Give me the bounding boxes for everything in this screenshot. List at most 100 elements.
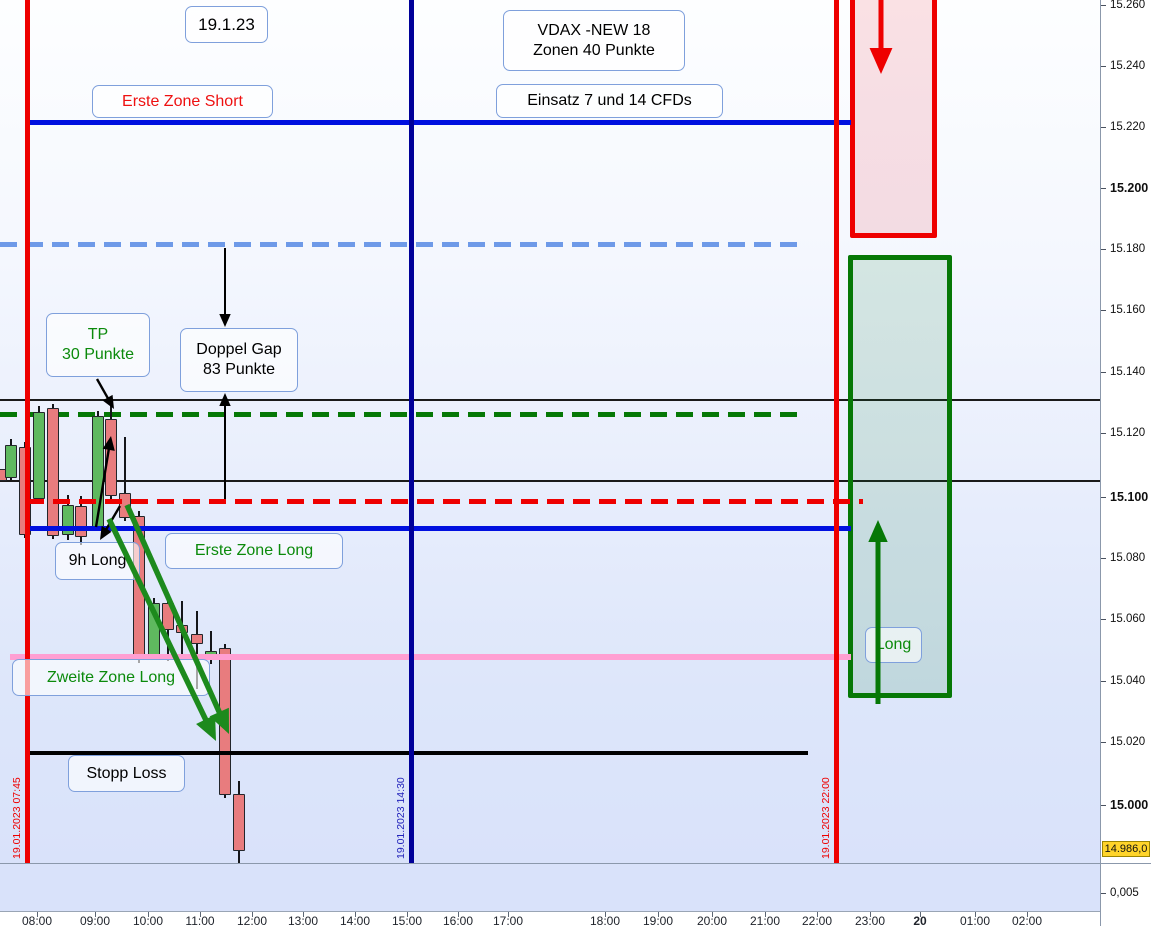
time-tick — [303, 911, 305, 917]
price-axis-label: 15.200 — [1110, 181, 1149, 195]
time-axis-label: 20 — [913, 914, 927, 926]
time-axis-label: 12:00 — [236, 914, 268, 926]
price-tick — [1101, 248, 1106, 250]
gap-lower-green-dashed-line — [0, 411, 806, 417]
time-axis-label: 21:00 — [749, 914, 781, 926]
price-axis-label: 15.120 — [1110, 427, 1146, 439]
time-tick — [975, 911, 977, 917]
long-label[interactable]: Long — [865, 627, 922, 663]
stopp-loss-line[interactable] — [28, 750, 808, 756]
price-tick — [1101, 496, 1106, 498]
price-axis-label: 15.100 — [1110, 490, 1149, 504]
session-line-open-date: 19.01.2023 07:45 — [11, 777, 23, 859]
time-tick — [95, 911, 97, 917]
time-tick — [200, 911, 202, 917]
short-zone-rect[interactable] — [850, 0, 937, 238]
price-tick — [1101, 309, 1106, 311]
price-chart-plot: 19.01.2023 07:45 19.01.2023 14:30 19.01.20… — [0, 0, 1100, 864]
candle-bearish — [233, 794, 245, 851]
red-dashed-entry-line[interactable] — [27, 498, 863, 504]
candle-bearish — [191, 634, 203, 644]
candle-bearish — [105, 419, 117, 496]
candle-wick — [124, 437, 126, 521]
current-price-tag: 14.986,0 — [1102, 841, 1150, 857]
price-axis-label: 15.220 — [1110, 121, 1146, 133]
time-tick — [712, 911, 714, 917]
time-tick — [148, 911, 150, 917]
candle-bullish — [92, 416, 104, 528]
time-tick — [508, 911, 510, 917]
candle-bearish — [75, 506, 87, 537]
date-label[interactable]: 19.1.23 — [185, 6, 268, 43]
candle-bearish — [119, 493, 131, 518]
price-axis-label: 15.080 — [1110, 552, 1146, 564]
price-axis-label: 15.000 — [1110, 798, 1149, 812]
time-axis-label: 01:00 — [959, 914, 991, 926]
erste-zone-long-line[interactable] — [27, 525, 851, 531]
price-axis-label: 15.060 — [1110, 613, 1146, 625]
ref-line-upper — [0, 399, 1100, 401]
erste-zone-short-line[interactable] — [27, 119, 851, 125]
session-line-open[interactable] — [24, 0, 30, 864]
candle-bearish — [219, 648, 231, 795]
time-axis-label: 20:00 — [696, 914, 728, 926]
time-axis-label: 02:00 — [1011, 914, 1043, 926]
candle-bullish — [5, 445, 17, 478]
zweite-zone-long-line[interactable] — [10, 654, 851, 660]
time-tick — [458, 911, 460, 917]
time-axis-label: 15:00 — [391, 914, 423, 926]
session-line-close[interactable] — [833, 0, 839, 864]
doppel-gap-label[interactable]: Doppel Gap 83 Punkte — [180, 328, 298, 392]
einsatz-label[interactable]: Einsatz 7 und 14 CFDs — [496, 84, 723, 118]
session-line-mid[interactable] — [408, 0, 414, 864]
erste-zone-short-label[interactable]: Erste Zone Short — [92, 85, 273, 118]
price-axis-label: 15.160 — [1110, 304, 1146, 316]
session-line-close-date: 19.01.2023 22:00 — [820, 777, 832, 859]
time-axis-label: 10:00 — [132, 914, 164, 926]
nine-h-long-label[interactable]: 9h Long — [55, 542, 140, 580]
price-axis-label: 15.260 — [1110, 0, 1146, 11]
price-axis-label: 15.040 — [1110, 675, 1146, 687]
time-tick — [817, 911, 819, 917]
time-axis-label: 08:00 — [21, 914, 53, 926]
price-tick — [1101, 557, 1106, 559]
gap-upper-dashed-line — [0, 241, 800, 247]
sub-panel-value-label: 0,005 — [1110, 887, 1139, 899]
price-tick — [1101, 65, 1106, 67]
price-tick — [1101, 126, 1106, 128]
price-tick — [1101, 432, 1106, 434]
candle-bullish — [62, 505, 74, 535]
time-tick — [1027, 911, 1029, 917]
price-tick — [1101, 371, 1106, 373]
candle-bearish — [47, 408, 59, 536]
price-tick — [1101, 187, 1106, 189]
price-tick — [1101, 804, 1106, 806]
stopp-loss-label[interactable]: Stopp Loss — [68, 755, 185, 792]
price-axis: 15.260 15.240 15.220 15.200 15.180 15.160 15.1… — [1100, 0, 1151, 926]
candle-bearish — [133, 516, 145, 660]
price-axis-label: 15.020 — [1110, 736, 1146, 748]
time-axis-label: 18:00 — [589, 914, 621, 926]
zweite-zone-long-label[interactable]: Zweite Zone Long — [12, 659, 210, 696]
time-tick — [605, 911, 607, 917]
time-axis-label: 19:00 — [642, 914, 674, 926]
price-tick — [1101, 741, 1106, 743]
candle-bearish — [176, 625, 188, 633]
long-zone-rect[interactable] — [848, 255, 952, 698]
price-tick — [1101, 618, 1106, 620]
time-axis-label: 22:00 — [801, 914, 833, 926]
time-axis: 08:00 09:00 10:00 11:00 12:00 13:00 14:00 15:00… — [0, 911, 1151, 926]
time-tick — [658, 911, 660, 917]
price-axis-label: 15.140 — [1110, 366, 1146, 378]
price-axis-label: 15.240 — [1110, 60, 1146, 72]
panel-separator — [0, 862, 1151, 865]
price-tick — [1101, 680, 1106, 682]
candle-bearish — [162, 603, 174, 630]
time-tick — [355, 911, 357, 917]
erste-zone-long-label[interactable]: Erste Zone Long — [165, 533, 343, 569]
candle-bullish — [148, 603, 160, 656]
vdax-info-label[interactable]: VDAX -NEW 18 Zonen 40 Punkte — [503, 10, 685, 71]
time-axis-label: 09:00 — [79, 914, 111, 926]
time-tick — [407, 911, 409, 917]
tp-label[interactable]: TP 30 Punkte — [46, 313, 150, 377]
